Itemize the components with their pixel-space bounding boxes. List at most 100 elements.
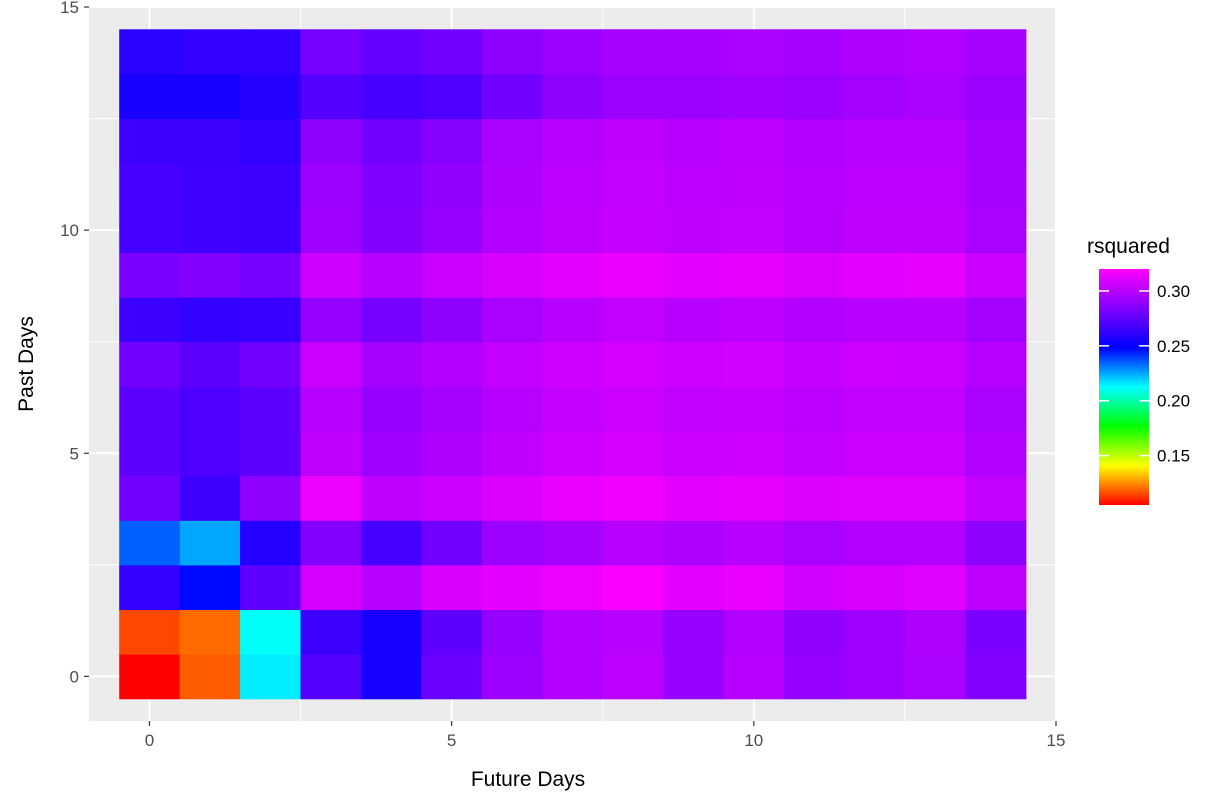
heatmap-tile (119, 341, 181, 387)
heatmap-tile (240, 73, 302, 120)
heatmap-tile (663, 73, 725, 120)
heatmap-tile (723, 252, 785, 298)
legend-colorbar (1099, 269, 1149, 505)
heatmap-tile (119, 207, 181, 254)
heatmap-tile (119, 73, 181, 120)
heatmap-tile (421, 341, 483, 387)
heatmap-tile (904, 430, 966, 477)
heatmap-tile (300, 163, 362, 209)
heatmap-tile (965, 29, 1027, 75)
heatmap-tile (240, 341, 302, 387)
heatmap-tile (965, 252, 1027, 298)
heatmap-tile (965, 564, 1027, 611)
heatmap-tile (240, 118, 302, 164)
heatmap-tile (784, 29, 846, 75)
heatmap-tile (481, 430, 543, 477)
heatmap-tile (360, 207, 423, 254)
heatmap-tile (904, 252, 966, 298)
heatmap-tile (542, 430, 604, 477)
heatmap-tile (421, 386, 483, 432)
heatmap-tile (179, 341, 241, 387)
heatmap-tile (300, 207, 362, 254)
heatmap-tile (542, 654, 604, 700)
heatmap-tile (602, 654, 664, 700)
heatmap-tile (481, 163, 543, 209)
y-tick-label: 0 (70, 667, 79, 686)
heatmap-tile (360, 430, 423, 477)
heatmap-tile (723, 73, 785, 120)
heatmap-tile (723, 564, 785, 611)
heatmap-tile (844, 475, 906, 521)
heatmap-tile (119, 386, 181, 432)
axes: 0 5 10 15 0 5 10 15 (60, 0, 1065, 750)
heatmap-tile (542, 163, 604, 209)
heatmap-tile (784, 297, 846, 343)
heatmap-tile (179, 252, 241, 298)
heatmap-tile (904, 73, 966, 120)
heatmap-tile (723, 341, 785, 387)
x-axis-title: Future Days (471, 768, 585, 791)
heatmap-tile (300, 252, 362, 298)
heatmap-tile (119, 29, 181, 75)
heatmap-tile (300, 564, 362, 611)
heatmap-tile (119, 252, 181, 298)
heatmap-tile (723, 297, 785, 343)
y-tick-label: 5 (70, 444, 79, 463)
heatmap-tile (481, 118, 543, 164)
heatmap-tile (481, 564, 543, 611)
heatmap-tile (965, 297, 1027, 343)
heatmap-tile (240, 207, 302, 254)
heatmap-tile (421, 163, 483, 209)
x-tick-label: 0 (145, 731, 154, 750)
heatmap-tile (542, 297, 604, 343)
heatmap-tile (119, 520, 181, 566)
heatmap-tile (602, 475, 664, 521)
x-tick-label: 5 (447, 731, 456, 750)
heatmap-tile (844, 29, 906, 75)
legend: rsquared 0.15 0.20 0.25 0.30 (1087, 235, 1190, 505)
heatmap-tile (240, 386, 302, 432)
heatmap-tile (300, 609, 362, 655)
heatmap-tile (179, 430, 241, 477)
heatmap-tile (542, 609, 604, 655)
heatmap-tile (240, 29, 302, 75)
heatmap-tile (179, 297, 241, 343)
heatmap-tile (784, 118, 846, 164)
heatmap-tile (784, 520, 846, 566)
heatmap-tile (542, 564, 604, 611)
heatmap-tile (481, 73, 543, 120)
heatmap-tile (844, 341, 906, 387)
heatmap-tile (240, 520, 302, 566)
heatmap-tile (300, 297, 362, 343)
heatmap-tile (360, 73, 423, 120)
heatmap-tile (240, 609, 302, 655)
heatmap-tile (360, 609, 423, 655)
heatmap-tile (421, 297, 483, 343)
heatmap-tile (602, 207, 664, 254)
heatmap-tile (240, 297, 302, 343)
heatmap-tile (179, 73, 241, 120)
heatmap-tile (360, 29, 423, 75)
heatmap-tile (723, 386, 785, 432)
heatmap-tile (542, 207, 604, 254)
legend-label: 0.15 (1157, 447, 1190, 466)
heatmap-tile (119, 430, 181, 477)
legend-label: 0.20 (1157, 392, 1190, 411)
heatmap-tile (179, 520, 241, 566)
heatmap-tile (421, 609, 483, 655)
heatmap-tile (965, 520, 1027, 566)
heatmap-tile (844, 386, 906, 432)
heatmap-tile (965, 341, 1027, 387)
heatmap-tile (119, 654, 181, 700)
heatmap-tile (723, 430, 785, 477)
heatmap-tile (481, 29, 543, 75)
x-tick-label: 10 (744, 731, 763, 750)
heatmap-tile (784, 654, 846, 700)
heatmap-tile (904, 207, 966, 254)
heatmap-tile (602, 163, 664, 209)
heatmap-tile (784, 386, 846, 432)
legend-label: 0.30 (1157, 282, 1190, 301)
heatmap-tile (965, 73, 1027, 120)
heatmap-tile (965, 654, 1027, 700)
heatmap-tile (179, 609, 241, 655)
